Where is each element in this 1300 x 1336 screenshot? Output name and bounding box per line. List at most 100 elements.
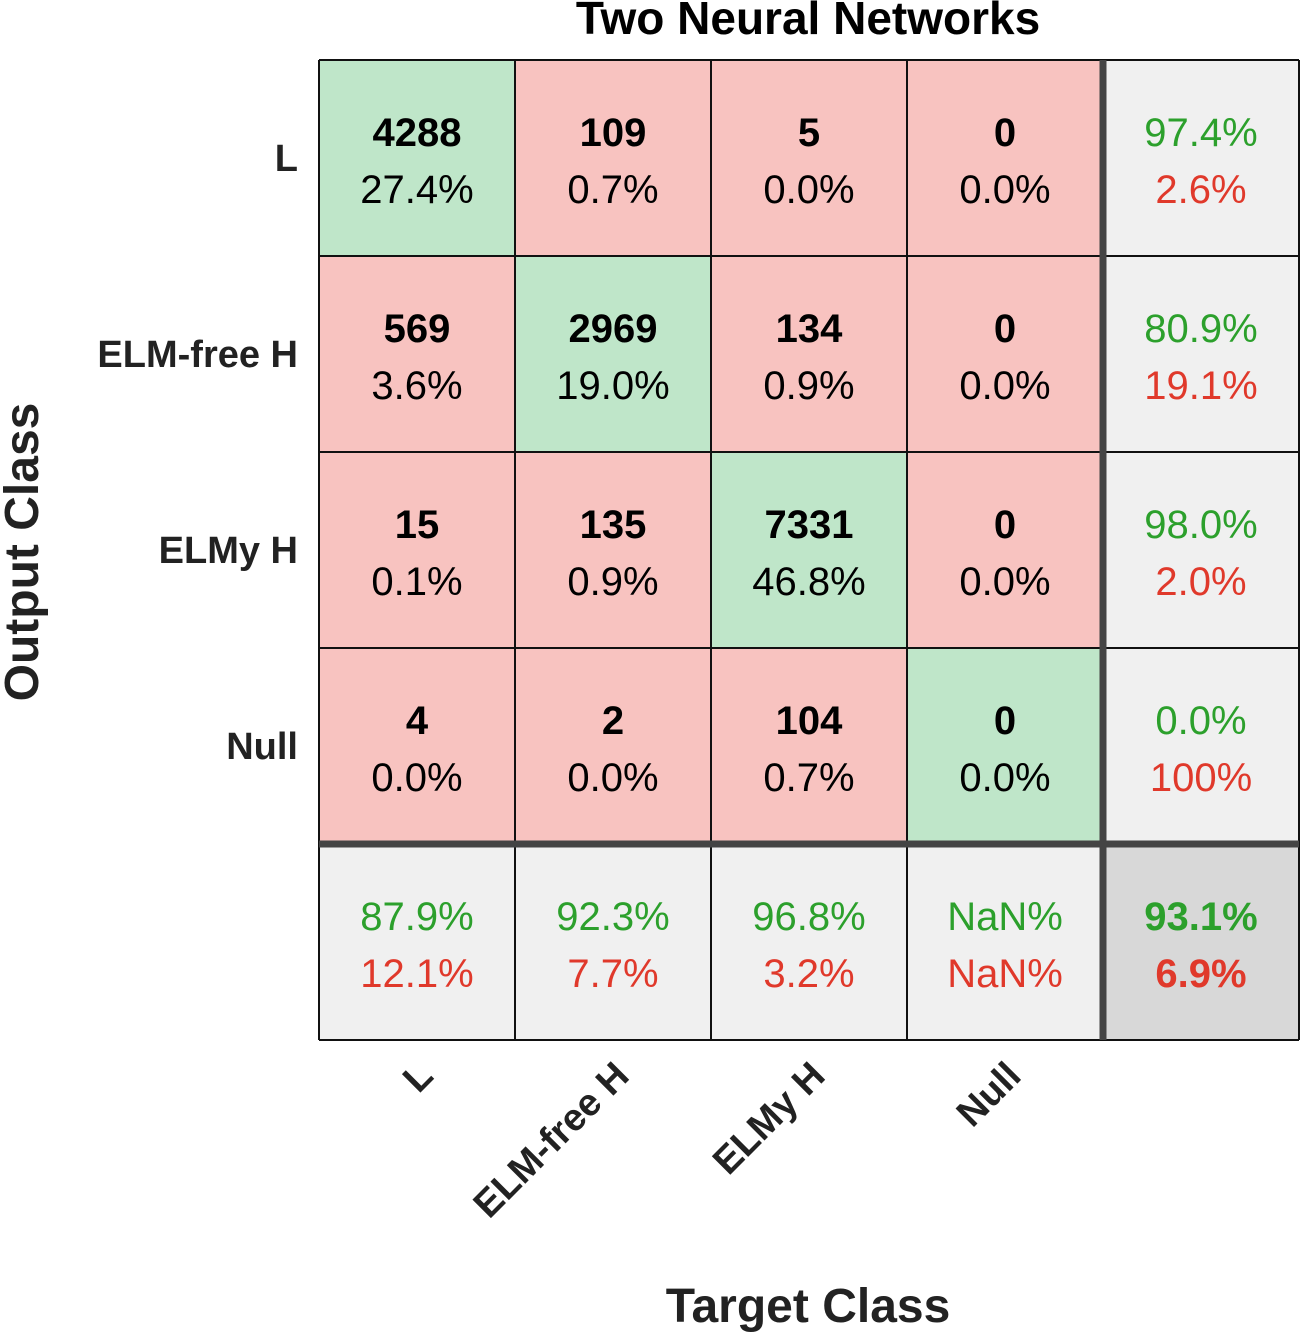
- cell-background: [907, 648, 1103, 844]
- summary-background: [907, 844, 1103, 1040]
- summary-background: [515, 844, 711, 1040]
- cell-count: 104: [776, 699, 843, 743]
- cell-background: [907, 452, 1103, 648]
- row-summary-cell: 80.9% 19.1%: [1103, 256, 1299, 452]
- x-axis-title: Target Class: [666, 1280, 951, 1333]
- row-summary-cell: 97.4% 2.6%: [1103, 60, 1299, 256]
- summary-background: [1103, 256, 1299, 452]
- col-recall: 96.8%: [752, 895, 865, 939]
- cell-percent: 46.8%: [752, 560, 865, 604]
- cell-percent: 0.0%: [763, 168, 854, 212]
- cell-background: [711, 256, 907, 452]
- overall-accuracy: 93.1%: [1144, 895, 1257, 939]
- col-error: 7.7%: [567, 952, 658, 996]
- col-summary-cell: NaN% NaN%: [907, 844, 1103, 1040]
- cell-percent: 0.0%: [959, 756, 1050, 800]
- cell-count: 7331: [765, 503, 854, 547]
- col-error: 3.2%: [763, 952, 854, 996]
- cell-percent: 0.0%: [567, 756, 658, 800]
- cell-background: [515, 452, 711, 648]
- cell-background: [319, 452, 515, 648]
- matrix-cell: 2969 19.0%: [515, 256, 711, 452]
- cell-percent: 0.0%: [959, 364, 1050, 408]
- cell-percent: 0.0%: [959, 168, 1050, 212]
- overall-error: 6.9%: [1155, 952, 1246, 996]
- row-tick-label: Null: [226, 726, 298, 768]
- col-tick-label: Null: [949, 1055, 1029, 1135]
- col-error: 12.1%: [360, 952, 473, 996]
- matrix-cell: 0 0.0%: [907, 648, 1103, 844]
- row-tick-labels: L ELM-free H ELMy H Null: [97, 138, 298, 768]
- col-tick-label: ELM-free H: [466, 1055, 638, 1227]
- col-recall: 87.9%: [360, 895, 473, 939]
- cell-count: 569: [384, 307, 451, 351]
- matrix-cell: 109 0.7%: [515, 60, 711, 256]
- cell-percent: 0.9%: [763, 364, 854, 408]
- col-tick-label: ELMy H: [705, 1055, 833, 1183]
- overall-accuracy-cell: 93.1% 6.9%: [1103, 844, 1299, 1040]
- cell-count: 0: [994, 307, 1016, 351]
- matrix-cell: 135 0.9%: [515, 452, 711, 648]
- cell-count: 0: [994, 503, 1016, 547]
- summary-background: [1103, 60, 1299, 256]
- cell-background: [515, 648, 711, 844]
- cell-background: [907, 60, 1103, 256]
- matrix-cell: 4288 27.4%: [319, 60, 515, 256]
- cell-count: 2: [602, 699, 624, 743]
- cell-count: 109: [580, 111, 647, 155]
- matrix-cell: 0 0.0%: [907, 60, 1103, 256]
- cell-background: [319, 256, 515, 452]
- summary-background: [319, 844, 515, 1040]
- cell-count: 0: [994, 111, 1016, 155]
- cell-background: [711, 452, 907, 648]
- row-summary-cell: 0.0% 100%: [1103, 648, 1299, 844]
- row-tick-label: ELMy H: [159, 530, 298, 572]
- matrix-cell: 0 0.0%: [907, 256, 1103, 452]
- matrix-cells: 4288 27.4% 109 0.7% 5 0.0% 0 0.0% 569 3.6% 2969 19.…: [319, 60, 1299, 1040]
- col-tick-label: L: [395, 1055, 441, 1101]
- cell-count: 0: [994, 699, 1016, 743]
- cell-count: 5: [798, 111, 820, 155]
- matrix-cell: 5 0.0%: [711, 60, 907, 256]
- col-summary-cell: 87.9% 12.1%: [319, 844, 515, 1040]
- cell-percent: 0.7%: [567, 168, 658, 212]
- y-axis-title: Output Class: [0, 403, 49, 702]
- cell-background: [319, 60, 515, 256]
- row-error: 2.0%: [1155, 560, 1246, 604]
- cell-count: 2969: [569, 307, 658, 351]
- cell-percent: 0.0%: [371, 756, 462, 800]
- cell-count: 15: [395, 503, 440, 547]
- matrix-cell: 104 0.7%: [711, 648, 907, 844]
- cell-percent: 27.4%: [360, 168, 473, 212]
- cell-percent: 19.0%: [556, 364, 669, 408]
- row-precision: 80.9%: [1144, 307, 1257, 351]
- row-error: 19.1%: [1144, 364, 1257, 408]
- matrix-cell: 7331 46.8%: [711, 452, 907, 648]
- cell-background: [319, 648, 515, 844]
- cell-count: 135: [580, 503, 647, 547]
- row-error: 2.6%: [1155, 168, 1246, 212]
- cell-count: 4: [406, 699, 429, 743]
- col-tick-labels: L ELM-free H ELMy H Null: [395, 1055, 1029, 1227]
- cell-background: [515, 256, 711, 452]
- matrix-cell: 2 0.0%: [515, 648, 711, 844]
- row-summary-cell: 98.0% 2.0%: [1103, 452, 1299, 648]
- cell-percent: 0.1%: [371, 560, 462, 604]
- cell-background: [711, 648, 907, 844]
- cell-background: [711, 60, 907, 256]
- matrix-cell: 15 0.1%: [319, 452, 515, 648]
- overall-background: [1103, 844, 1299, 1040]
- col-summary-cell: 96.8% 3.2%: [711, 844, 907, 1040]
- matrix-cell: 569 3.6%: [319, 256, 515, 452]
- row-precision: 0.0%: [1155, 699, 1246, 743]
- cell-count: 134: [776, 307, 843, 351]
- cell-background: [515, 60, 711, 256]
- summary-background: [1103, 648, 1299, 844]
- row-precision: 97.4%: [1144, 111, 1257, 155]
- col-recall: 92.3%: [556, 895, 669, 939]
- chart-title: Two Neural Networks: [576, 0, 1040, 44]
- row-tick-label: L: [275, 138, 298, 180]
- matrix-cell: 0 0.0%: [907, 452, 1103, 648]
- row-error: 100%: [1150, 756, 1252, 800]
